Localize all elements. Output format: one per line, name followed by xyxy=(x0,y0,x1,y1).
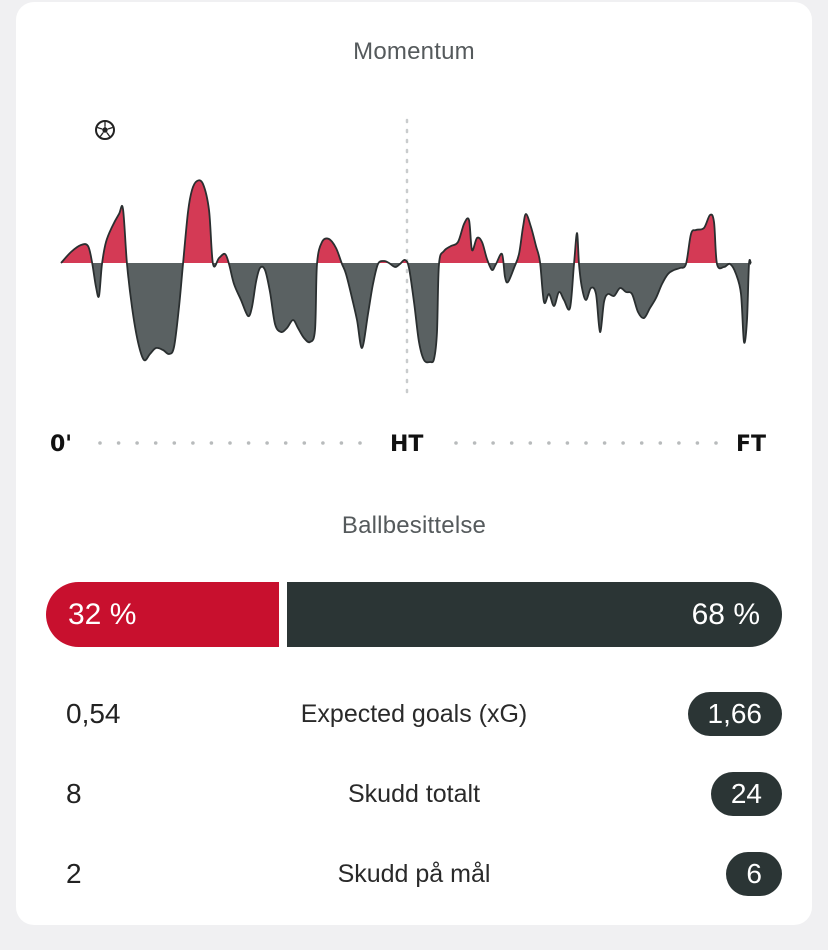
axis-dot xyxy=(714,441,718,445)
axis-dot xyxy=(283,441,288,445)
axis-dot xyxy=(454,441,458,445)
possession-home-value: 32 % xyxy=(68,597,137,631)
stat-row-shots-on-target: 2 Skudd på mål 6 xyxy=(16,850,812,898)
axis-dot xyxy=(265,441,269,445)
possession-away-value: 68 % xyxy=(691,597,760,631)
axis-dot xyxy=(565,441,570,445)
stat-label: Expected goals (xG) xyxy=(300,700,528,728)
axis-dot xyxy=(695,441,700,445)
axis-dot xyxy=(528,441,533,445)
axis-dot xyxy=(509,441,514,445)
possession-home-bar: 32 % xyxy=(46,582,279,647)
time-label-start: 0' xyxy=(50,432,73,457)
match-stats-card: Momentum 0' HT FT Ballbesittelse 32 % 68… xyxy=(16,2,812,925)
axis-dot xyxy=(246,441,251,445)
stat-home-value: 2 xyxy=(66,858,82,889)
possession-title: Ballbesittelse xyxy=(341,512,487,539)
stat-home-value: 0,54 xyxy=(66,698,121,729)
axis-dot xyxy=(209,441,214,445)
axis-dot xyxy=(491,441,495,445)
axis-dot xyxy=(602,441,607,445)
momentum-title: Momentum xyxy=(353,38,475,65)
axis-dot xyxy=(584,441,588,445)
axis-dot xyxy=(191,441,195,445)
axis-dot xyxy=(639,441,644,445)
momentum-home-fill xyxy=(61,180,751,263)
axis-dot xyxy=(116,441,121,445)
axis-dot xyxy=(228,441,232,445)
axis-dot xyxy=(621,441,625,445)
axis-dot xyxy=(153,441,158,445)
stat-label: Skudd totalt xyxy=(347,780,481,808)
time-label-fulltime: FT xyxy=(736,432,767,457)
axis-dot xyxy=(472,441,477,445)
axis-dot xyxy=(172,441,177,445)
stat-row-xg: 0,54 Expected goals (xG) 1,66 xyxy=(16,690,812,738)
axis-dot xyxy=(98,441,102,445)
time-axis-dots xyxy=(98,441,718,445)
axis-dot xyxy=(677,441,681,445)
axis-dot xyxy=(339,441,344,445)
axis-dot xyxy=(302,441,307,445)
momentum-away-area xyxy=(61,263,751,363)
stat-away-badge: 24 xyxy=(710,772,782,816)
momentum-home-area xyxy=(61,180,751,263)
stat-away-badge: 6 xyxy=(726,852,782,896)
axis-dot xyxy=(321,441,325,445)
axis-dot xyxy=(547,441,551,445)
stat-label: Skudd på mål xyxy=(337,860,491,888)
time-label-halftime: HT xyxy=(390,432,424,457)
stat-home-value: 8 xyxy=(66,778,82,809)
soccer-ball-icon xyxy=(95,120,115,140)
axis-dot xyxy=(135,441,139,445)
momentum-chart xyxy=(60,118,752,445)
axis-dot xyxy=(658,441,663,445)
momentum-away-fill xyxy=(61,263,751,363)
stat-away-badge: 1,66 xyxy=(687,692,782,736)
possession-away-bar: 68 % xyxy=(287,582,782,647)
stat-row-total-shots: 8 Skudd totalt 24 xyxy=(16,770,812,818)
axis-dot xyxy=(358,441,362,445)
momentum-line xyxy=(60,179,752,364)
